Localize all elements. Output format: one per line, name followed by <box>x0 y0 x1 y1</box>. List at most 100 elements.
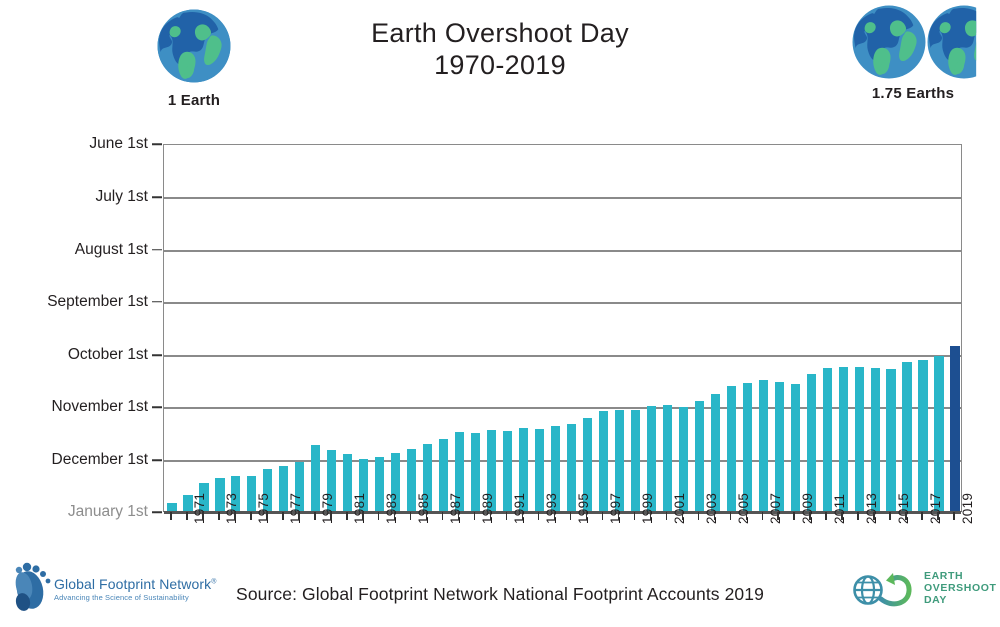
bar-1995 <box>566 423 577 511</box>
bar-1998 <box>614 409 625 511</box>
x-axis-tick-mark <box>569 512 572 520</box>
y-axis-tick-mark <box>152 511 162 513</box>
bar-2006 <box>742 382 752 511</box>
y-axis-tick-mark <box>152 196 162 198</box>
x-axis-tick-label: 1983 <box>384 492 400 524</box>
eod-logo-line-3: DAY <box>924 594 948 607</box>
x-axis-tick-mark <box>409 512 412 520</box>
bar-2004 <box>710 393 720 511</box>
bar-1977 <box>279 466 289 511</box>
earth-overshoot-day-logo: EARTH OVERSHOOT DAY <box>852 568 996 614</box>
y-axis-tick-label: June 1st <box>89 135 148 152</box>
earth-globe-partial-icon <box>926 4 1000 80</box>
bar-1974 <box>231 476 241 511</box>
bar-1989 <box>471 432 481 511</box>
bar-2008 <box>774 382 784 511</box>
x-axis-tick-mark <box>745 512 748 520</box>
x-axis-tick-mark <box>537 512 540 520</box>
bar-1996 <box>582 417 593 511</box>
x-axis-tick-label: 2001 <box>671 492 687 524</box>
x-axis-tick-mark <box>441 512 444 520</box>
gridline <box>164 512 961 514</box>
x-axis-tick-label: 2003 <box>703 492 719 524</box>
x-axis-tick-label: 2015 <box>895 492 911 524</box>
bar-1988 <box>455 431 465 511</box>
x-axis-tick-label: 1979 <box>320 492 336 524</box>
x-axis-tick-mark <box>777 512 779 520</box>
x-axis-tick-mark <box>505 512 508 520</box>
earths-consumption-label: 1.75 Earths <box>871 85 955 102</box>
y-axis-tick-mark <box>152 249 162 251</box>
bar-1978 <box>295 462 305 511</box>
bar-1994 <box>550 425 561 511</box>
bar-2000 <box>646 405 656 511</box>
x-axis-tick-mark <box>937 512 939 520</box>
x-axis-tick-mark <box>314 512 316 520</box>
x-axis-tick-label: 2019 <box>959 492 975 524</box>
y-axis-labels: June 1st July 1st August 1st September 1st O… <box>0 128 162 528</box>
x-axis-tick-mark <box>601 512 604 520</box>
x-axis-tick-label: 1981 <box>352 492 368 524</box>
x-axis-tick-label: 2007 <box>767 492 783 524</box>
bar-2016 <box>902 362 912 511</box>
earths-consumption-indicator: 1.75 Earths <box>838 2 988 102</box>
bar-2001 <box>662 404 672 511</box>
bar-2019 <box>950 345 960 511</box>
y-axis-tick-mark <box>152 406 162 408</box>
x-axis-tick-mark <box>793 512 795 520</box>
x-axis-tick-mark <box>425 512 428 520</box>
registered-mark: ® <box>211 578 217 586</box>
bar-2018 <box>934 356 944 511</box>
x-axis-tick-label: 1997 <box>607 492 623 524</box>
bar-1997 <box>598 410 609 511</box>
x-axis-tick-mark <box>393 512 396 520</box>
x-axis-tick-mark <box>521 512 524 520</box>
page-title: Earth Overshoot Day 1970-2019 <box>300 18 700 82</box>
gfn-logo-name: Global Footprint Network® <box>54 576 217 592</box>
x-axis-tick-mark <box>234 512 236 520</box>
x-axis-tick-mark <box>873 512 875 520</box>
y-axis-tick-mark <box>152 354 162 356</box>
gridline <box>164 460 961 462</box>
x-axis-tick-label: 1975 <box>256 492 272 524</box>
x-axis-tick-mark <box>553 512 556 520</box>
x-axis-tick-mark <box>809 512 811 520</box>
x-axis-tick-mark <box>825 512 827 520</box>
x-axis-tick-mark <box>473 512 476 520</box>
x-axis-tick-mark <box>218 512 220 520</box>
globe-arrow-icon <box>853 573 912 607</box>
y-axis-tick-label: November 1st <box>51 398 148 415</box>
bar-1976 <box>263 469 273 511</box>
y-axis-tick-mark <box>152 143 162 145</box>
x-axis-tick-mark <box>649 512 652 520</box>
bar-2017 <box>918 360 928 511</box>
chart-footer: Global Footprint Network® Advancing the … <box>0 558 1000 627</box>
plot-area <box>163 144 962 514</box>
gridline <box>164 355 961 357</box>
x-axis-tick-mark <box>953 512 955 520</box>
bar-1975 <box>247 476 257 511</box>
gfn-logo-tagline: Advancing the Science of Sustainability <box>54 593 189 602</box>
eod-logo-line-1: EARTH <box>924 570 964 582</box>
x-axis-tick-mark <box>857 512 859 520</box>
gridline <box>164 302 961 304</box>
global-footprint-network-logo: Global Footprint Network® Advancing the … <box>8 560 216 616</box>
x-axis-tick-label: 2011 <box>831 493 847 524</box>
y-axis-tick-label: January 1st <box>67 503 148 520</box>
x-axis-tick-mark <box>362 512 364 520</box>
bar-2010 <box>806 374 816 511</box>
x-axis-tick-label: 1985 <box>416 492 432 524</box>
x-axis-tick-mark <box>202 512 204 520</box>
x-axis-tick-mark <box>713 512 716 520</box>
y-axis-tick-mark <box>152 301 162 303</box>
bar-1991 <box>502 431 513 511</box>
chart-header: 1 Earth Earth Overshoot Day 1970-2019 <box>0 0 1000 128</box>
x-axis-tick-mark <box>377 512 380 520</box>
x-axis-tick-mark <box>298 512 300 520</box>
x-axis-tick-mark <box>681 512 684 520</box>
bar-1993 <box>534 428 545 511</box>
bar-1979 <box>311 444 321 511</box>
x-axis-tick-mark <box>841 512 843 520</box>
bar-1999 <box>630 409 640 511</box>
y-axis-tick-label: December 1st <box>51 451 148 468</box>
